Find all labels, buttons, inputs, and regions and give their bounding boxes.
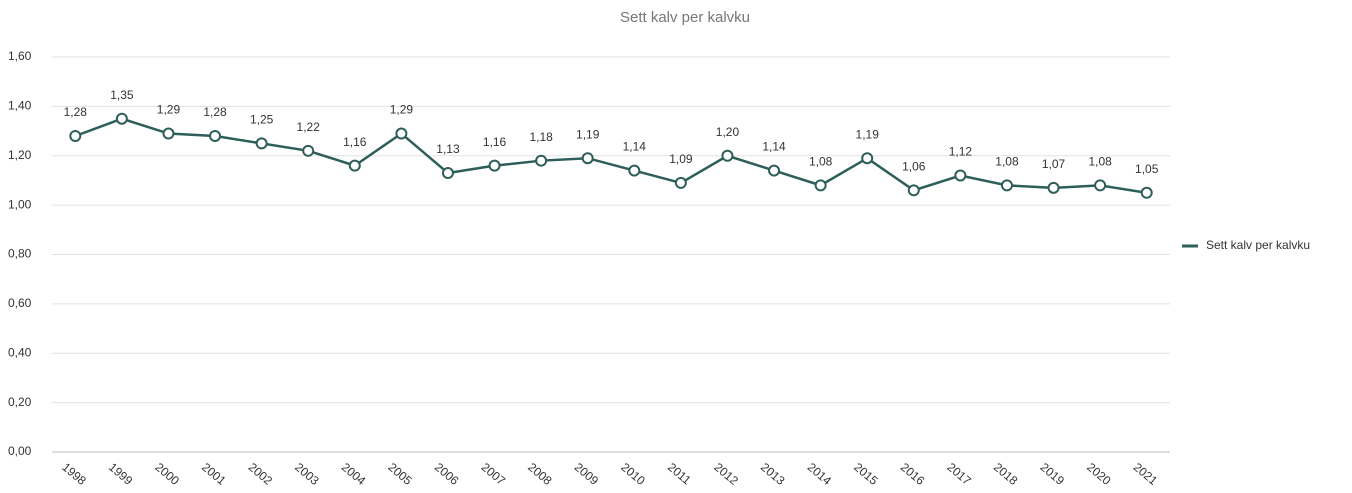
data-label: 1,22	[297, 120, 321, 134]
x-tick-label: 2011	[665, 460, 694, 488]
data-label: 1,08	[995, 155, 1019, 169]
y-tick-label: 0,60	[8, 296, 32, 310]
point	[721, 149, 734, 162]
y-tick-label: 1,60	[8, 49, 32, 63]
point	[907, 184, 920, 197]
point	[674, 176, 687, 189]
y-tick-label: 0,20	[8, 395, 32, 409]
data-label: 1,08	[809, 155, 833, 169]
point	[255, 137, 268, 150]
x-tick-label: 2005	[385, 460, 415, 488]
data-label: 1,28	[203, 105, 227, 119]
x-tick-label: 2012	[711, 460, 741, 488]
y-tick-label: 1,40	[8, 99, 32, 113]
data-label: 1,18	[529, 130, 553, 144]
point	[1047, 181, 1060, 194]
x-tick-label: 2014	[805, 460, 835, 488]
data-label: 1,14	[623, 140, 647, 154]
x-tick-label: 2000	[152, 460, 182, 488]
point	[115, 112, 128, 125]
point	[814, 179, 827, 192]
y-tick-label: 0,80	[8, 247, 32, 261]
point	[441, 167, 454, 180]
point	[395, 127, 408, 140]
point	[861, 152, 874, 165]
x-tick-label: 2010	[618, 460, 648, 488]
x-tick-label: 2017	[944, 460, 974, 488]
data-label: 1,29	[390, 103, 414, 117]
y-tick-label: 0,00	[8, 444, 32, 458]
data-label: 1,12	[949, 145, 973, 159]
point	[488, 159, 501, 172]
data-label: 1,16	[343, 135, 367, 149]
y-tick-label: 1,20	[8, 148, 32, 162]
point	[1094, 179, 1107, 192]
y-tick-label: 1,00	[8, 197, 32, 211]
data-label: 1,08	[1088, 155, 1112, 169]
point	[581, 152, 594, 165]
point	[1140, 186, 1153, 199]
data-label: 1,07	[1042, 157, 1066, 171]
x-tick-label: 2006	[432, 460, 462, 488]
point	[1000, 179, 1013, 192]
point	[302, 144, 315, 157]
data-label: 1,20	[716, 125, 740, 139]
x-tick-label: 1998	[59, 460, 89, 488]
point	[535, 154, 548, 167]
point	[628, 164, 641, 177]
data-label: 1,13	[436, 142, 460, 156]
x-tick-label: 2004	[339, 460, 369, 488]
x-tick-label: 2015	[851, 460, 881, 488]
x-tick-label: 2016	[898, 460, 928, 488]
data-label: 1,16	[483, 135, 507, 149]
data-label: 1,19	[576, 127, 600, 141]
x-tick-label: 2001	[199, 460, 229, 488]
point	[209, 130, 222, 142]
point	[162, 127, 175, 140]
data-label: 1,14	[762, 140, 786, 154]
x-tick-label: 2002	[246, 460, 276, 488]
data-label: 1,29	[157, 103, 181, 117]
y-tick-label: 0,40	[8, 345, 32, 359]
data-label: 1,28	[64, 105, 88, 119]
data-label: 1,09	[669, 152, 693, 166]
point	[348, 159, 361, 172]
x-tick-label: 2008	[525, 460, 555, 488]
x-tick-label: 2020	[1084, 460, 1114, 488]
data-label: 1,05	[1135, 162, 1159, 176]
x-tick-label: 2013	[758, 460, 788, 488]
x-tick-label: 2018	[991, 460, 1021, 488]
data-label: 1,35	[110, 88, 134, 102]
x-tick-label: 1999	[106, 460, 136, 488]
point	[69, 130, 82, 142]
x-tick-label: 2003	[292, 460, 322, 488]
data-label: 1,19	[856, 127, 880, 141]
point	[768, 164, 781, 177]
chart-title: Sett kalv per kalvku	[620, 9, 750, 26]
point	[954, 169, 967, 182]
x-tick-label: 2019	[1038, 460, 1068, 488]
x-tick-label: 2009	[572, 460, 602, 488]
legend-label: Sett kalv per kalvku	[1206, 238, 1310, 252]
x-tick-label: 2007	[479, 460, 509, 488]
line	[74, 117, 1147, 195]
data-label: 1,06	[902, 159, 926, 173]
data-label: 1,25	[250, 113, 274, 127]
x-tick-label: 2021	[1131, 460, 1161, 488]
